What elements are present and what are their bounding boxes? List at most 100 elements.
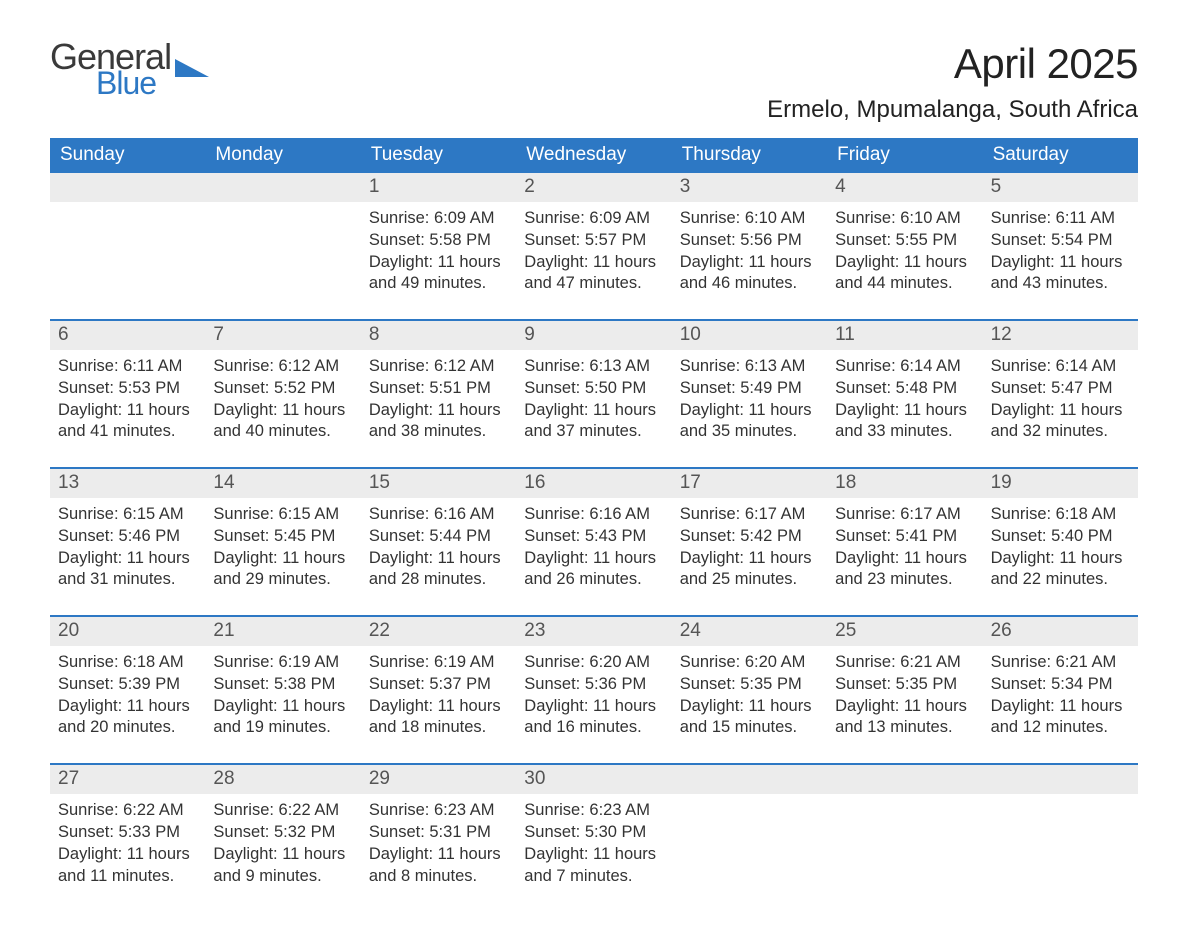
sunset-text: Sunset: 5:44 PM [369,526,508,548]
sunrise-text: Sunrise: 6:16 AM [369,504,508,526]
day-number [672,765,827,794]
sunset-text: Sunset: 5:54 PM [991,230,1130,252]
day-number-row: 13141516171819 [50,469,1138,498]
day-number: 9 [516,321,671,350]
day-number: 26 [983,617,1138,646]
day-cell: Sunrise: 6:10 AMSunset: 5:56 PMDaylight:… [672,202,827,301]
day-of-week-cell: Tuesday [361,138,516,173]
daylight-text: Daylight: 11 hours and 46 minutes. [680,252,819,296]
day-number: 25 [827,617,982,646]
day-number: 2 [516,173,671,202]
month-title: April 2025 [767,40,1138,88]
logo: General Blue [50,40,209,99]
daylight-text: Daylight: 11 hours and 20 minutes. [58,696,197,740]
daylight-text: Daylight: 11 hours and 47 minutes. [524,252,663,296]
day-number: 15 [361,469,516,498]
header: General Blue April 2025 Ermelo, Mpumalan… [50,40,1138,124]
day-number: 23 [516,617,671,646]
day-cell: Sunrise: 6:17 AMSunset: 5:41 PMDaylight:… [827,498,982,597]
day-number: 28 [205,765,360,794]
sunrise-text: Sunrise: 6:21 AM [835,652,974,674]
day-cell: Sunrise: 6:18 AMSunset: 5:39 PMDaylight:… [50,646,205,745]
day-of-week-cell: Friday [827,138,982,173]
daylight-text: Daylight: 11 hours and 7 minutes. [524,844,663,888]
sunrise-text: Sunrise: 6:17 AM [680,504,819,526]
sunrise-text: Sunrise: 6:14 AM [991,356,1130,378]
week-row: 13141516171819Sunrise: 6:15 AMSunset: 5:… [50,467,1138,597]
daylight-text: Daylight: 11 hours and 9 minutes. [213,844,352,888]
sunrise-text: Sunrise: 6:11 AM [991,208,1130,230]
day-cell: Sunrise: 6:19 AMSunset: 5:37 PMDaylight:… [361,646,516,745]
sunrise-text: Sunrise: 6:09 AM [369,208,508,230]
day-number-row: 27282930 [50,765,1138,794]
day-number: 18 [827,469,982,498]
week-row: 27282930Sunrise: 6:22 AMSunset: 5:33 PMD… [50,763,1138,893]
day-number: 20 [50,617,205,646]
day-cell: Sunrise: 6:14 AMSunset: 5:47 PMDaylight:… [983,350,1138,449]
sunset-text: Sunset: 5:43 PM [524,526,663,548]
daylight-text: Daylight: 11 hours and 40 minutes. [213,400,352,444]
sunrise-text: Sunrise: 6:20 AM [524,652,663,674]
sunset-text: Sunset: 5:53 PM [58,378,197,400]
sunrise-text: Sunrise: 6:09 AM [524,208,663,230]
day-of-week-cell: Thursday [672,138,827,173]
sunset-text: Sunset: 5:52 PM [213,378,352,400]
day-cell [672,794,827,893]
week-row: 6789101112Sunrise: 6:11 AMSunset: 5:53 P… [50,319,1138,449]
day-of-week-cell: Saturday [983,138,1138,173]
day-number [827,765,982,794]
day-number: 4 [827,173,982,202]
sunset-text: Sunset: 5:35 PM [835,674,974,696]
daylight-text: Daylight: 11 hours and 33 minutes. [835,400,974,444]
sunset-text: Sunset: 5:31 PM [369,822,508,844]
day-of-week-cell: Monday [205,138,360,173]
sunset-text: Sunset: 5:46 PM [58,526,197,548]
sunrise-text: Sunrise: 6:11 AM [58,356,197,378]
day-number: 5 [983,173,1138,202]
day-number: 17 [672,469,827,498]
sunset-text: Sunset: 5:40 PM [991,526,1130,548]
sunrise-text: Sunrise: 6:20 AM [680,652,819,674]
day-number: 6 [50,321,205,350]
sunrise-text: Sunrise: 6:21 AM [991,652,1130,674]
day-number: 19 [983,469,1138,498]
sunset-text: Sunset: 5:35 PM [680,674,819,696]
day-number: 21 [205,617,360,646]
sunset-text: Sunset: 5:57 PM [524,230,663,252]
day-cell [205,202,360,301]
day-cell [983,794,1138,893]
sunrise-text: Sunrise: 6:18 AM [991,504,1130,526]
sunrise-text: Sunrise: 6:23 AM [369,800,508,822]
sunrise-text: Sunrise: 6:13 AM [524,356,663,378]
sunrise-text: Sunrise: 6:22 AM [58,800,197,822]
daylight-text: Daylight: 11 hours and 26 minutes. [524,548,663,592]
day-number: 22 [361,617,516,646]
day-of-week-header: SundayMondayTuesdayWednesdayThursdayFrid… [50,138,1138,173]
sunset-text: Sunset: 5:47 PM [991,378,1130,400]
sunrise-text: Sunrise: 6:10 AM [835,208,974,230]
day-cell: Sunrise: 6:13 AMSunset: 5:50 PMDaylight:… [516,350,671,449]
logo-text: General Blue [50,40,171,99]
day-cell: Sunrise: 6:18 AMSunset: 5:40 PMDaylight:… [983,498,1138,597]
sunset-text: Sunset: 5:50 PM [524,378,663,400]
week-row: 12345Sunrise: 6:09 AMSunset: 5:58 PMDayl… [50,173,1138,301]
sunset-text: Sunset: 5:38 PM [213,674,352,696]
sunrise-text: Sunrise: 6:16 AM [524,504,663,526]
sunset-text: Sunset: 5:39 PM [58,674,197,696]
day-cell: Sunrise: 6:20 AMSunset: 5:35 PMDaylight:… [672,646,827,745]
day-number: 24 [672,617,827,646]
day-cell: Sunrise: 6:11 AMSunset: 5:53 PMDaylight:… [50,350,205,449]
daylight-text: Daylight: 11 hours and 37 minutes. [524,400,663,444]
daylight-text: Daylight: 11 hours and 49 minutes. [369,252,508,296]
day-number [983,765,1138,794]
sunrise-text: Sunrise: 6:19 AM [369,652,508,674]
sunset-text: Sunset: 5:37 PM [369,674,508,696]
day-number: 29 [361,765,516,794]
day-cell: Sunrise: 6:14 AMSunset: 5:48 PMDaylight:… [827,350,982,449]
day-number: 3 [672,173,827,202]
day-number-row: 12345 [50,173,1138,202]
day-cell: Sunrise: 6:15 AMSunset: 5:45 PMDaylight:… [205,498,360,597]
daylight-text: Daylight: 11 hours and 11 minutes. [58,844,197,888]
day-cell: Sunrise: 6:21 AMSunset: 5:35 PMDaylight:… [827,646,982,745]
daylight-text: Daylight: 11 hours and 12 minutes. [991,696,1130,740]
